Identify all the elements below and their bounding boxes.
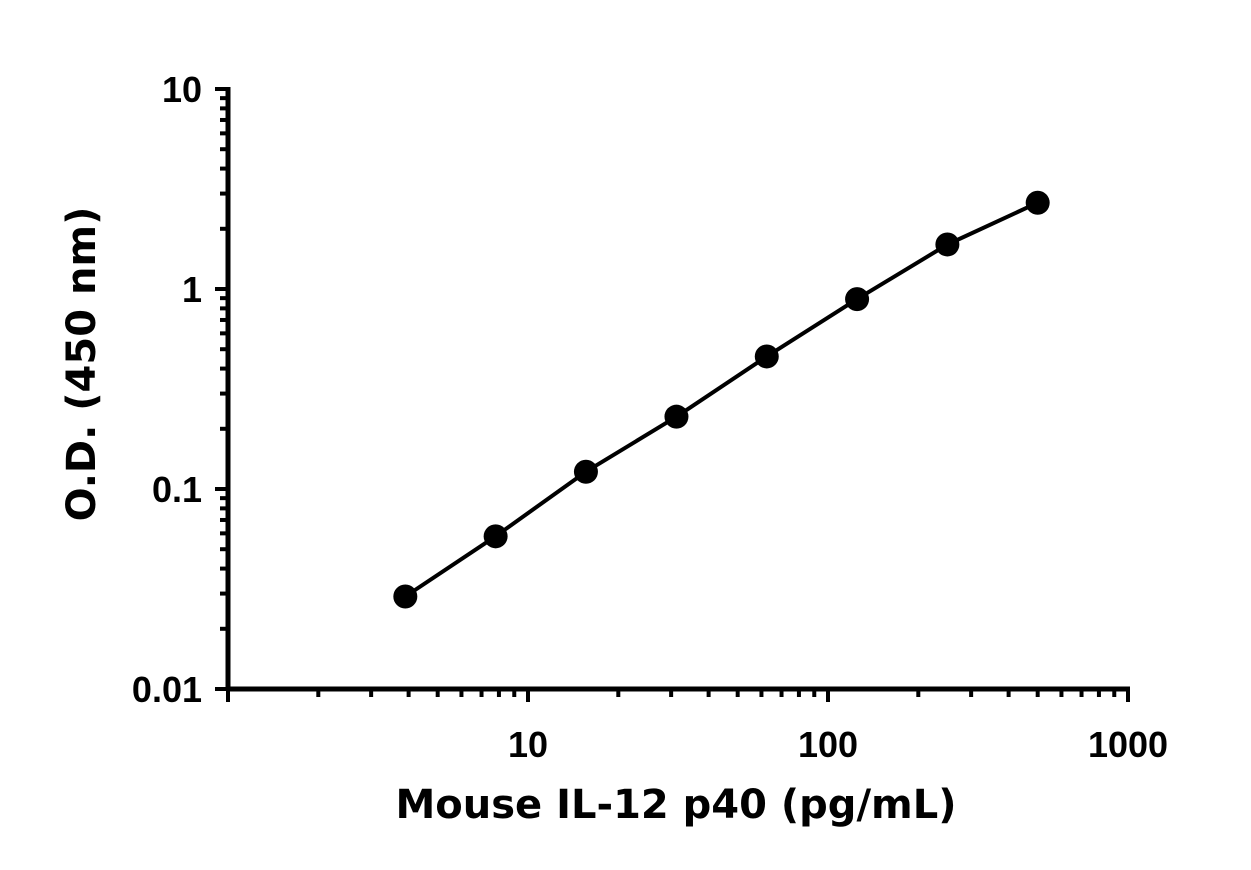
data-point — [573, 459, 598, 484]
tick-labels: 10 100 1000 0.01 0.1 1 10 — [132, 69, 1168, 765]
data-point — [393, 584, 418, 609]
ticks — [215, 87, 1130, 702]
x-tick-label: 10 — [508, 724, 548, 765]
fit-curve — [404, 200, 1039, 599]
data-point — [845, 287, 870, 312]
data-point — [935, 232, 960, 257]
data-point — [664, 404, 689, 429]
data-point — [1025, 190, 1050, 215]
plot-area — [393, 190, 1050, 609]
y-tick-label: 0.01 — [132, 669, 202, 710]
axes — [225, 87, 1130, 692]
data-point — [754, 344, 779, 369]
x-axis-title: Mouse IL-12 p40 (pg/mL) — [395, 782, 956, 828]
x-tick-label: 1000 — [1088, 724, 1168, 765]
y-tick-label: 10 — [162, 69, 202, 110]
y-tick-label: 1 — [182, 269, 202, 310]
x-tick-label: 100 — [798, 724, 858, 765]
y-tick-label: 0.1 — [152, 469, 202, 510]
y-axis-title: O.D. (450 nm) — [59, 207, 105, 522]
data-point — [483, 524, 508, 549]
